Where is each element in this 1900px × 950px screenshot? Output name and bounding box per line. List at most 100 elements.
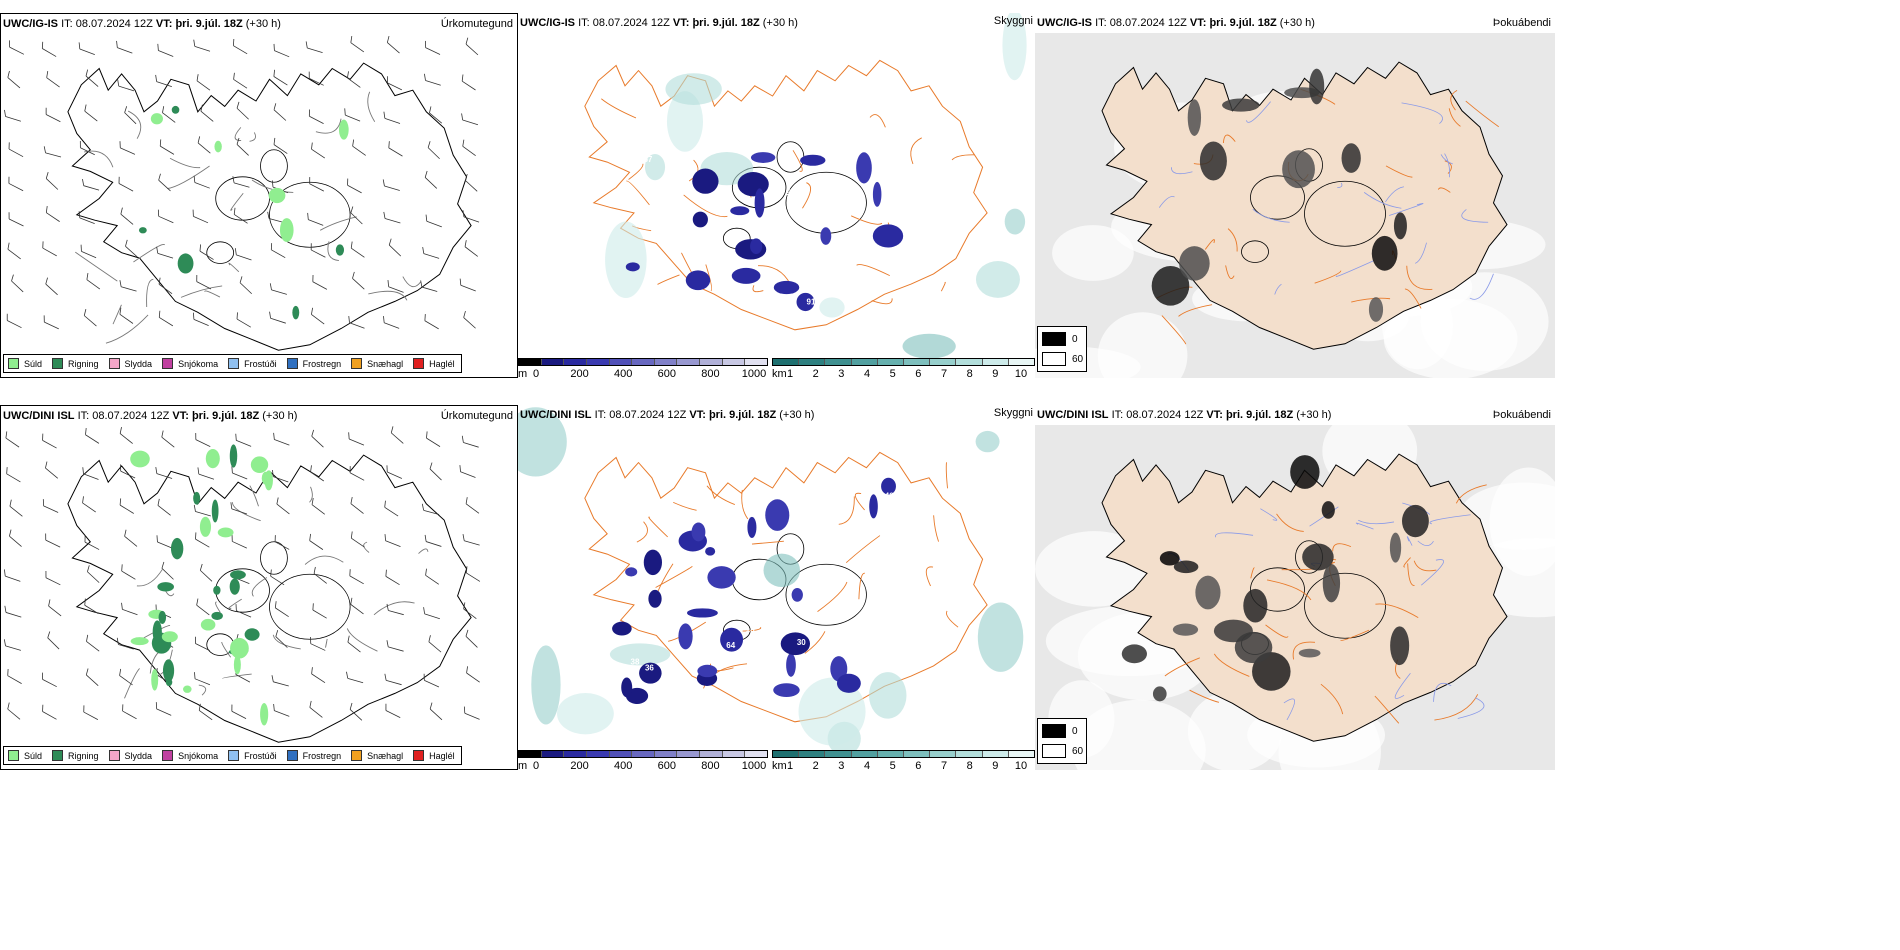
visibility-value-label: 57 (643, 155, 652, 164)
glacier-outline (1241, 240, 1269, 263)
wind-barb (193, 175, 210, 189)
road-line (124, 668, 140, 699)
road-line (346, 628, 378, 652)
wind-barb (465, 497, 480, 514)
wind-barb (384, 534, 401, 547)
wind-barb (45, 461, 59, 479)
road-line (817, 581, 848, 612)
wind-barb (308, 109, 324, 124)
visibility-m-area (686, 608, 718, 618)
road-line (418, 548, 429, 554)
wind-barb (383, 111, 401, 124)
wind-barb (386, 465, 403, 479)
precip-blob (171, 105, 180, 114)
wind-barb (83, 705, 99, 720)
precip-blob (230, 637, 249, 659)
colorbar-segment (700, 359, 723, 365)
road-line (871, 298, 893, 305)
visibility-m-area (707, 566, 736, 589)
wind-barb (424, 170, 438, 189)
wind-barb (386, 76, 403, 91)
colorbar-strip (772, 358, 1035, 366)
colorbar-segment (519, 359, 542, 365)
road-line (198, 684, 207, 696)
visibility-panel-top: UWC/IG-IS IT: 08.07.2024 12Z VT: þri. 9.… (518, 13, 1035, 393)
visibility-value-label: 75 (859, 250, 868, 259)
visibility-km-area (609, 643, 671, 666)
legend-item: Súld (8, 750, 42, 761)
precip-blob (217, 527, 234, 538)
road-line (656, 563, 674, 593)
road-line (845, 535, 881, 564)
wind-barb (4, 109, 21, 122)
colorbar-tick: 6 (915, 760, 922, 772)
visibility-m-area (692, 211, 708, 228)
visibility-m-area (705, 547, 716, 556)
wind-barb (79, 141, 95, 156)
wind-barb (3, 569, 21, 582)
wind-barb (235, 604, 252, 618)
visibility-value-label: 46 (885, 492, 894, 501)
precip-blob (200, 618, 216, 631)
river-line (1440, 154, 1453, 165)
road-line (752, 285, 764, 293)
wind-barb (192, 209, 209, 224)
visibility-m-area (796, 292, 815, 312)
wind-barb (311, 142, 326, 159)
legend-swatch (351, 750, 363, 761)
wind-barb (385, 703, 401, 719)
colorbar-tick: 0 (532, 368, 540, 380)
wind-barb (388, 141, 403, 157)
colorbar-tick: 8 (966, 760, 973, 772)
wind-barb (426, 431, 441, 447)
visibility-km-area (666, 91, 704, 152)
visibility-m-area (773, 683, 800, 697)
visibility-value-label: 33 (623, 501, 632, 510)
wind-barb (84, 104, 98, 122)
iceland-coastline (67, 454, 472, 743)
road-line (1385, 165, 1413, 178)
wind-barb (42, 241, 57, 257)
wind-barb (122, 704, 137, 720)
road-line (706, 485, 735, 505)
wind-barb (7, 668, 22, 684)
fog-area (1152, 686, 1167, 702)
visibility-value-label: 59 (869, 653, 878, 662)
wind-barb (45, 206, 60, 222)
river-line (1355, 522, 1374, 530)
road-line (169, 157, 201, 169)
wind-barb (384, 673, 402, 686)
wind-barb (78, 211, 95, 224)
fog-legend-label: 60 (1072, 353, 1084, 365)
road-line (1225, 265, 1235, 279)
colorbar-segment (904, 359, 931, 365)
precip-blob (177, 253, 194, 274)
colorbar-segment (654, 359, 678, 365)
wind-barb (233, 72, 248, 89)
road-line (1332, 543, 1352, 552)
road-line (234, 127, 242, 142)
road-line (315, 118, 342, 134)
road-line (1455, 484, 1487, 504)
wind-barb (352, 271, 365, 290)
precip-blob (260, 702, 269, 726)
road-line (856, 264, 890, 277)
colorbar-tick: 1000 (741, 760, 767, 772)
wind-barb (462, 210, 480, 223)
legend-swatch (228, 750, 240, 761)
fog-legend-item: 0 (1042, 332, 1078, 346)
visibility-m-area (692, 168, 719, 194)
wind-barb (156, 246, 174, 259)
colorbar-tick: 6 (915, 368, 922, 380)
river-line (1335, 260, 1375, 277)
wind-barb (308, 71, 324, 86)
wind-barb (82, 467, 99, 480)
wind-barb (347, 635, 361, 653)
wind-barb (347, 71, 361, 88)
visibility-m-area (625, 567, 638, 577)
colorbar-tick: 3 (838, 368, 845, 380)
visibility-m-area (836, 673, 861, 693)
visibility-value-label: 41 (835, 154, 844, 163)
road-line (368, 290, 408, 301)
road-line (215, 601, 221, 613)
